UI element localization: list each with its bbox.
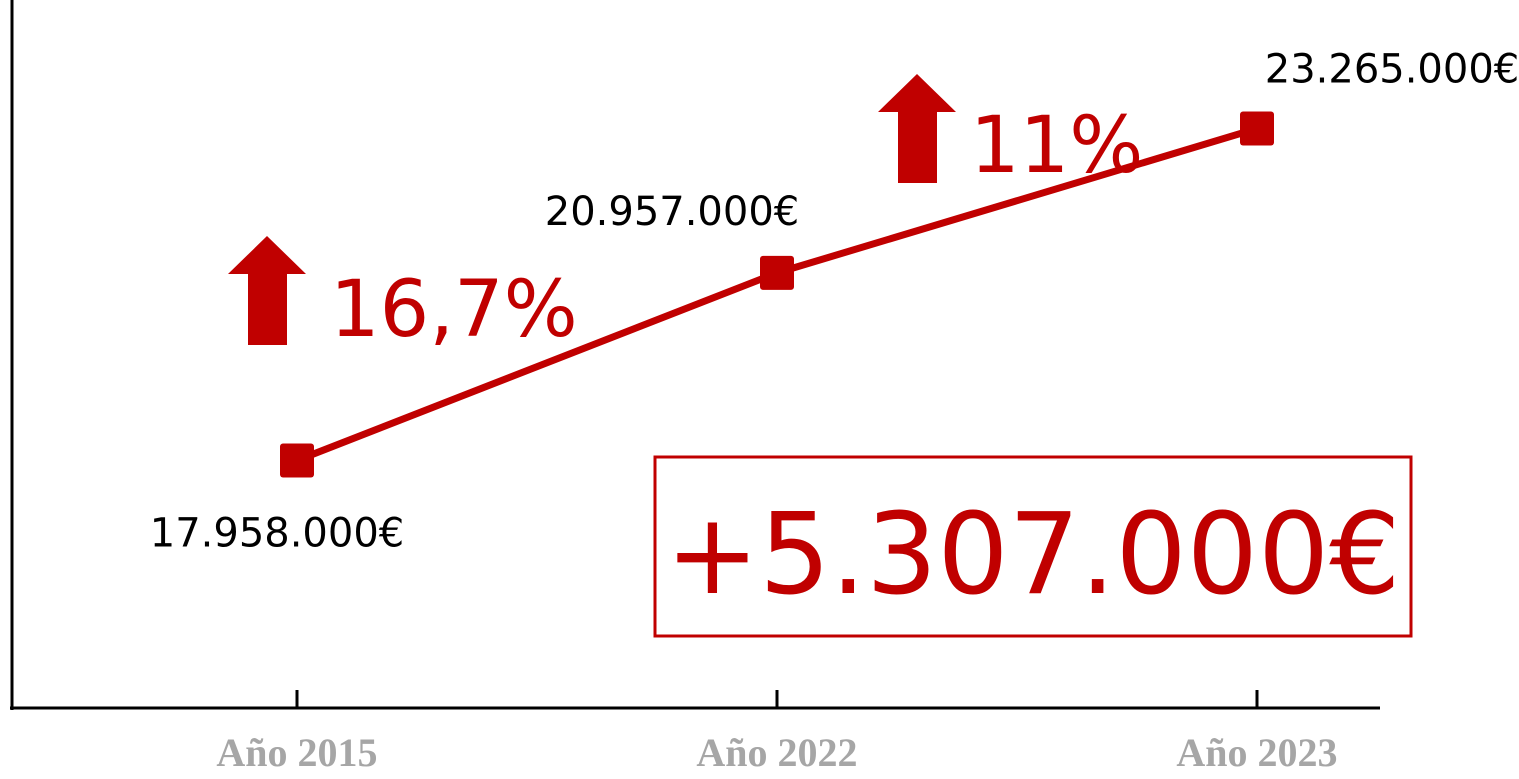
up-arrow bbox=[878, 74, 956, 183]
total-label: +5.307.000€ bbox=[665, 490, 1400, 620]
up-arrow bbox=[228, 236, 306, 345]
growth-label: 16,7% bbox=[330, 265, 578, 355]
total-box bbox=[653, 455, 1413, 638]
x-tick-label: Año 2022 bbox=[696, 730, 857, 775]
growth-label: 11% bbox=[970, 101, 1143, 191]
value-label: 17.958.000€ bbox=[150, 510, 404, 556]
x-tick-label: Año 2023 bbox=[1176, 730, 1337, 775]
marker bbox=[1240, 111, 1274, 146]
marker bbox=[760, 255, 794, 290]
x-tick-label: Año 2015 bbox=[216, 730, 377, 775]
value-label: 23.265.000€ bbox=[1265, 47, 1519, 93]
marker bbox=[280, 443, 314, 478]
value-label: 20.957.000€ bbox=[545, 189, 799, 235]
